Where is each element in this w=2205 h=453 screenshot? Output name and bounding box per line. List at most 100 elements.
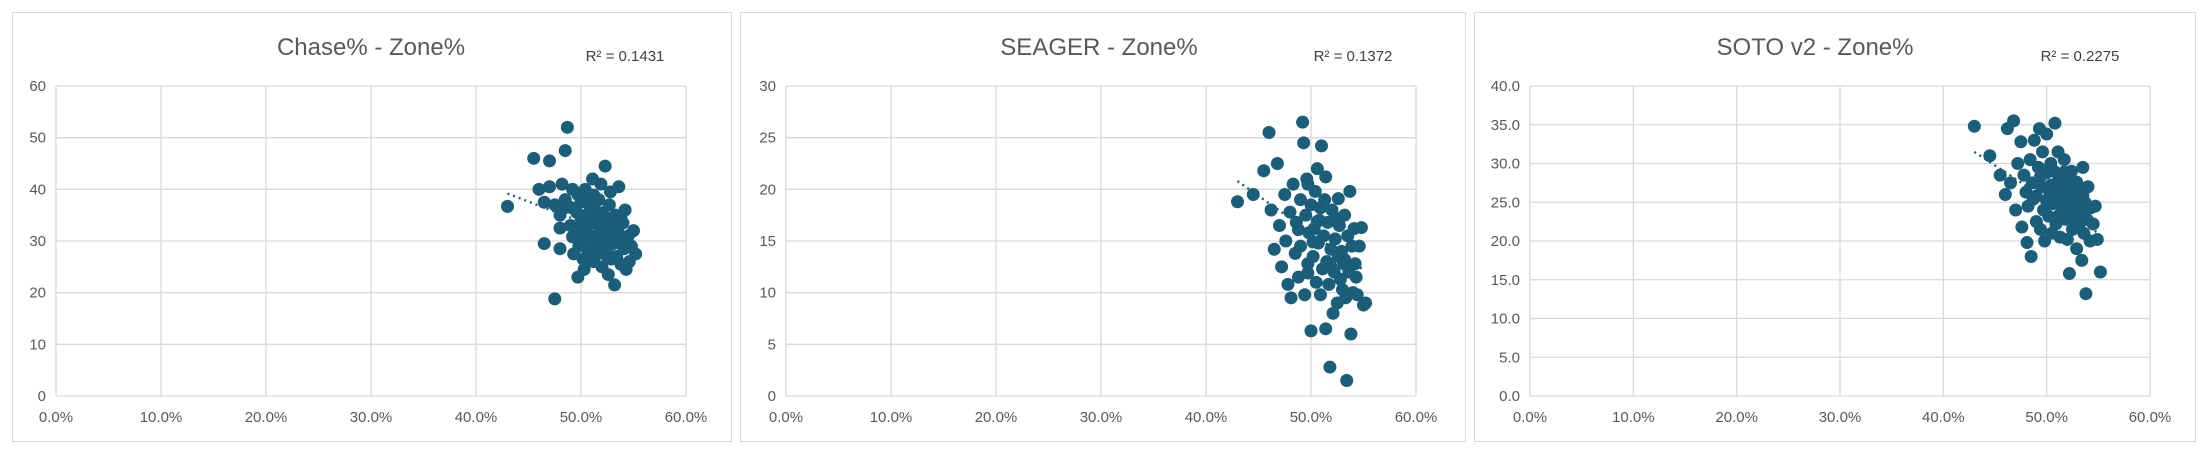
data-point: [1281, 277, 1295, 291]
data-point: [1270, 157, 1284, 170]
data-point: [1343, 184, 1357, 198]
x-tick-label: 30.0%: [1819, 409, 1862, 426]
data-point: [1323, 360, 1337, 374]
x-tick-label: 20.0%: [245, 409, 288, 426]
data-point: [566, 230, 580, 244]
data-point: [1306, 235, 1320, 249]
data-point: [564, 219, 577, 232]
data-point: [2044, 178, 2058, 192]
data-point: [587, 188, 601, 202]
data-point: [1967, 119, 1981, 133]
data-point: [575, 213, 589, 227]
data-point: [1313, 201, 1327, 215]
chart-title: Chase% - Zone%: [277, 34, 465, 61]
data-point: [2004, 176, 2017, 190]
data-point: [1359, 296, 1373, 310]
data-point: [558, 144, 572, 158]
data-point: [548, 292, 562, 306]
data-point: [1304, 324, 1318, 338]
data-point: [2052, 208, 2066, 222]
data-point: [583, 200, 597, 214]
chart-panel-chase: Chase% - Zone% R² = 0.1431 0 10 20 30 40 50 60…: [12, 12, 732, 442]
x-tick-label: 40.0%: [1185, 409, 1228, 426]
x-tick-label: 10.0%: [870, 409, 913, 426]
data-point: [577, 262, 591, 276]
data-point: [537, 237, 551, 251]
x-tick-label: 60.0%: [2129, 409, 2172, 426]
data-point: [2007, 114, 2021, 128]
y-tick-label: 15: [759, 233, 776, 250]
data-point: [560, 120, 574, 134]
data-point: [555, 177, 569, 191]
y-tick-label: 10.0: [1491, 311, 1520, 328]
data-point: [594, 177, 608, 191]
data-point: [597, 209, 611, 223]
scatter-chart-chase: Chase% - Zone% R² = 0.1431 0 10 20 30 40 50 60…: [29, 34, 707, 426]
data-point: [527, 151, 541, 165]
data-point: [603, 185, 617, 199]
data-point: [2062, 267, 2076, 281]
y-tick-label: 10: [29, 336, 46, 353]
data-point: [553, 242, 567, 256]
data-point: [1301, 266, 1315, 280]
data-point: [2057, 165, 2071, 179]
data-point: [1322, 277, 1336, 291]
y-tick-label: 25: [759, 130, 776, 147]
data-point: [608, 217, 622, 231]
data-point: [2040, 127, 2054, 141]
data-point: [543, 180, 556, 194]
chart-panel-soto: SOTO v2 - Zone% R² = 0.2275 0.0 5.0 10.0 15…: [1474, 12, 2196, 442]
data-point: [1344, 327, 1358, 341]
data-point: [1338, 253, 1352, 267]
data-point: [1317, 229, 1331, 243]
y-tick-label: 40.0: [1491, 78, 1520, 95]
data-point: [2027, 133, 2041, 147]
data-point: [2023, 153, 2037, 167]
x-tick-label: 60.0%: [1395, 409, 1438, 426]
data-point: [2070, 242, 2084, 256]
data-point: [2009, 203, 2023, 217]
trendline: [507, 192, 634, 244]
data-point: [1275, 260, 1289, 274]
data-point: [1298, 288, 1312, 302]
y-tick-label: 10: [759, 285, 776, 302]
data-point: [1278, 188, 1292, 201]
x-tick-label: 40.0%: [455, 409, 498, 426]
y-tick-label: 25.0: [1491, 194, 1520, 211]
y-tick-label: 0: [768, 388, 776, 405]
data-point: [2033, 222, 2047, 236]
data-point: [1309, 275, 1323, 289]
data-point: [2075, 253, 2089, 267]
data-point: [1319, 322, 1333, 336]
data-point: [2026, 192, 2040, 206]
data-point: [1301, 177, 1315, 191]
x-tick-label: 0.0%: [39, 409, 73, 426]
data-point: [1306, 250, 1320, 263]
data-point: [1983, 149, 1997, 163]
data-point: [2090, 232, 2104, 246]
data-point: [532, 182, 546, 196]
data-point: [553, 221, 567, 235]
y-tick-label: 5: [768, 336, 776, 353]
data-point: [2024, 250, 2038, 263]
chart-panel-seager: SEAGER - Zone% R² = 0.1372 0 5 10 15 20 25 30 0…: [740, 12, 1466, 442]
trendline: [1236, 180, 1365, 271]
data-point: [601, 268, 615, 282]
data-point: [548, 198, 562, 212]
data-point: [543, 154, 556, 168]
y-tick-label: 50: [29, 130, 46, 147]
data-point: [590, 241, 604, 255]
y-tick-label: 60: [29, 78, 46, 95]
data-point: [2057, 153, 2071, 167]
y-tick-label: 0.0: [1499, 388, 1520, 405]
data-point: [1310, 214, 1324, 228]
y-tick-label: 5.0: [1499, 349, 1520, 366]
data-point: [2086, 217, 2100, 231]
data-point: [2076, 160, 2090, 174]
trendline: [1973, 150, 2099, 235]
x-tick-label: 50.0%: [2025, 409, 2068, 426]
data-point: [1331, 192, 1345, 206]
data-point: [1284, 291, 1298, 305]
y-tick-label: 35.0: [1491, 117, 1520, 134]
data-point: [2014, 135, 2028, 149]
